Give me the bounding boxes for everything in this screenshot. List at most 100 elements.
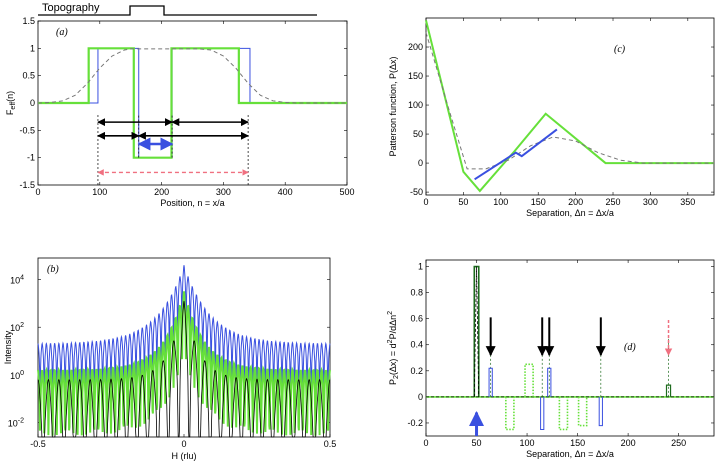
spike-8 — [598, 396, 603, 427]
y-tick-label: 10-2 — [8, 418, 24, 429]
y-tick-label: 0.6 — [410, 314, 423, 324]
topography-profile — [38, 5, 317, 16]
spike-2 — [505, 396, 515, 431]
spike-5 — [547, 367, 552, 397]
y-label-part: 2 — [393, 375, 400, 379]
y-axis-label: Feff(n) — [5, 91, 17, 115]
spike-9 — [665, 384, 672, 397]
x-tick-label: 0 — [423, 438, 428, 448]
y-tick-label: 100 — [10, 370, 24, 381]
y-tick-label: -0.2 — [407, 418, 423, 428]
spike-7 — [577, 396, 588, 427]
series-line-2 — [37, 300, 331, 438]
y-tick-label: 0.5 — [22, 71, 35, 81]
x-tick-label: 0 — [423, 197, 428, 207]
y-tick-label: 102 — [10, 322, 24, 333]
y-label-part: (Δx) = d — [388, 343, 398, 375]
spike-4 — [540, 396, 545, 430]
x-tick-label: 0 — [181, 439, 186, 449]
panel-label: (b) — [47, 264, 59, 275]
panel-label: (a) — [56, 27, 68, 38]
y-label-sub: eff — [10, 102, 17, 110]
y-tick-label: 100 — [408, 100, 423, 110]
y-label-part: 2 — [387, 339, 394, 343]
x-tick-label: 350 — [680, 197, 695, 207]
y-tick-label: -0.5 — [19, 125, 35, 135]
y-label-part: 2 — [387, 311, 394, 315]
panel-label: (c) — [614, 44, 626, 55]
tick-base: 10 — [10, 275, 20, 285]
tick-exp: 0 — [20, 370, 24, 377]
y-tick-label: 50 — [413, 129, 423, 139]
topography-label: Topography — [42, 2, 100, 14]
x-tick-label: 200 — [621, 438, 636, 448]
x-tick-label: -0.5 — [30, 439, 46, 449]
x-tick-label: 100 — [520, 438, 535, 448]
tick-base: 10 — [8, 419, 18, 429]
spike-1 — [488, 367, 493, 397]
y-label-tail: (n) — [5, 91, 15, 102]
x-tick-label: 50 — [472, 438, 482, 448]
x-tick-label: 250 — [605, 197, 620, 207]
plot-frame — [425, 17, 715, 196]
x-tick-label: 200 — [154, 187, 169, 197]
y-tick-label: 1 — [30, 43, 35, 53]
y-tick-label: 150 — [408, 71, 423, 81]
y-tick-label: 104 — [10, 274, 24, 285]
tick-base: 10 — [10, 371, 20, 381]
tick-exp: -2 — [18, 418, 24, 425]
y-label-part: P — [388, 379, 398, 385]
series-line-0 — [425, 20, 714, 193]
x-tick-label: 500 — [339, 187, 354, 197]
x-tick-label: 100 — [493, 197, 508, 207]
y-axis-label: P2(Δx) = d2P/dΔn2 — [387, 311, 400, 385]
series-line-2 — [474, 128, 558, 181]
series-line-1 — [38, 47, 347, 159]
y-tick-label: 0.4 — [410, 340, 423, 350]
x-tick-label: 250 — [671, 438, 686, 448]
x-tick-label: 300 — [643, 197, 658, 207]
y-tick-label: 200 — [408, 42, 423, 52]
x-axis-label: Separation, Δn = Δx/a — [526, 208, 614, 218]
y-tick-label: 1 — [418, 262, 423, 272]
tick-exp: 4 — [20, 274, 24, 281]
tick-exp: 2 — [20, 322, 24, 329]
y-label-part: P/dΔn — [388, 315, 398, 340]
x-tick-label: 300 — [216, 187, 231, 197]
y-tick-label: 0 — [30, 98, 35, 108]
plot-frame — [425, 259, 715, 437]
y-label-main: F — [5, 109, 15, 115]
panel-a-chart: 0 100 200 300 400 500 -1.5 -1 -0.5 0 0.5 1 1.5 (a) Pos… — [5, 16, 355, 208]
panel-label: (d) — [624, 342, 636, 353]
topography-line — [38, 5, 317, 16]
panel-d-chart: 0 50 100 150 200 250-0.200.20.40.60.81(d)Sepa… — [387, 259, 715, 459]
x-tick-label: 400 — [278, 187, 293, 197]
y-tick-label: 1.5 — [22, 16, 35, 26]
x-axis-label: Position, n = x/a — [160, 198, 224, 208]
spike-black-dash — [473, 266, 480, 397]
series-line-1 — [425, 32, 714, 170]
spike-3 — [524, 363, 534, 397]
x-tick-label: 200 — [568, 197, 583, 207]
y-tick-label: 0.2 — [410, 366, 423, 376]
tick-base: 10 — [10, 323, 20, 333]
spike-6 — [558, 396, 569, 431]
x-tick-label: 150 — [570, 438, 585, 448]
y-tick-label: -1 — [27, 153, 35, 163]
x-tick-label: 0 — [35, 187, 40, 197]
y-tick-label: -1.5 — [19, 180, 35, 190]
series-line-2 — [37, 48, 347, 104]
y-axis-label: Patterson function, P(Δx) — [388, 56, 398, 156]
y-tick-label: 0.8 — [410, 288, 423, 298]
x-axis-label: Separation, Δn = Δx/a — [526, 449, 614, 459]
x-tick-label: 50 — [458, 197, 468, 207]
y-tick-label: 0 — [418, 392, 423, 402]
x-axis-label: H (rlu) — [172, 451, 197, 461]
y-tick-label: 0 — [418, 158, 423, 168]
x-tick-label: 150 — [531, 197, 546, 207]
series-line-1 — [37, 291, 331, 436]
series-line-0 — [37, 265, 331, 398]
